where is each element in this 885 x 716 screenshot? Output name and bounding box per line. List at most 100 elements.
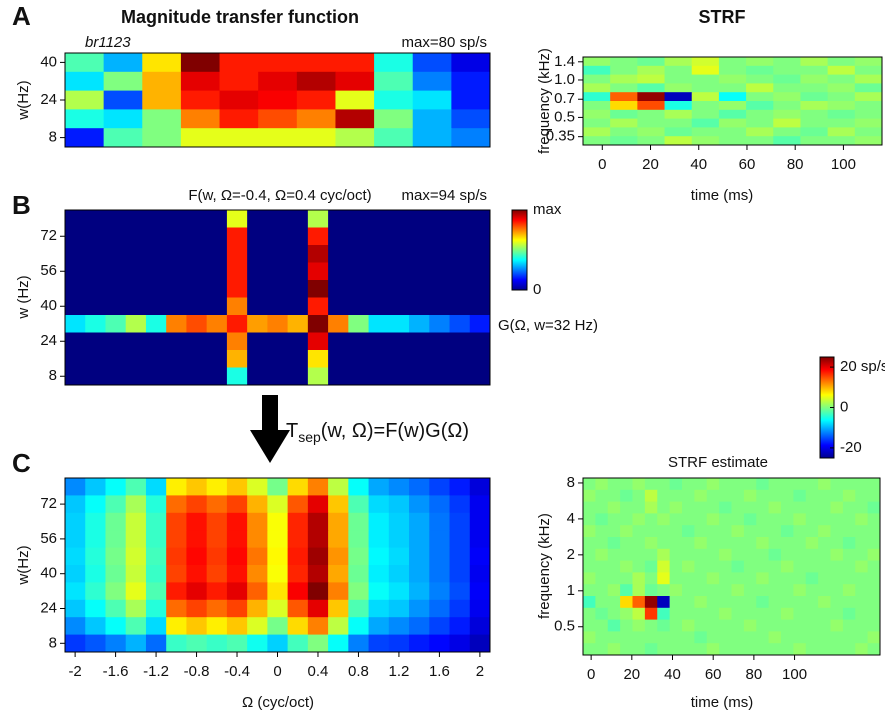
heatmap-cell (694, 489, 708, 503)
heatmap-cell (632, 596, 646, 609)
heatmap-cell (287, 565, 309, 583)
heatmap-cell (368, 245, 390, 263)
heatmap-cell (429, 332, 451, 351)
heatmap-cell (449, 210, 471, 228)
heatmap-cell (781, 501, 794, 514)
heatmap-cell (335, 109, 375, 129)
x-tick-label: -1.6 (103, 663, 129, 680)
heatmap-cell (186, 367, 208, 386)
heatmap-cell (731, 513, 745, 526)
heatmap-cell (583, 513, 596, 526)
heatmap-cell (368, 350, 390, 368)
y-axis-label: frequency (kHz) (536, 513, 553, 619)
heatmap-cell (664, 101, 693, 111)
heatmap-cell (669, 619, 683, 632)
heatmap-cell (595, 572, 609, 585)
heatmap-cell (145, 495, 167, 514)
heatmap-cell (830, 489, 844, 503)
heatmap-cell (691, 127, 720, 137)
heatmap-cell (206, 634, 228, 653)
plot-frame (582, 477, 881, 656)
heatmap-cell (368, 227, 390, 246)
heatmap-cell (632, 489, 646, 503)
heatmap-cell (65, 332, 86, 351)
heatmap-cell (805, 596, 819, 609)
heatmap-cell (258, 71, 298, 92)
heatmap-cell (595, 560, 609, 573)
heatmap-cell (830, 596, 844, 609)
heatmap-cell (287, 582, 309, 601)
heatmap-cell (842, 489, 856, 503)
heatmap-cell (388, 478, 410, 496)
heatmap-cell (595, 525, 609, 538)
heatmap-cell (388, 367, 410, 386)
heatmap-cell (691, 101, 720, 111)
heatmap-cell (85, 227, 106, 246)
heatmap-cell (793, 607, 807, 621)
heatmap-cell (632, 584, 646, 597)
heatmap-cell (145, 280, 167, 298)
heatmap-cell (226, 332, 248, 351)
heatmap-cell (348, 315, 370, 333)
heatmap-cell (412, 71, 452, 92)
heatmap-cell (583, 619, 596, 632)
heatmap-cell (409, 227, 430, 246)
heatmap-cell (867, 596, 881, 609)
heatmap-cell (607, 537, 621, 550)
x-tick-label: 20 (642, 156, 659, 173)
heatmap-cell (409, 315, 430, 333)
heatmap-cell (226, 297, 248, 316)
heatmap-cell (429, 512, 451, 531)
heatmap-cell (186, 350, 208, 368)
heatmap-cell (706, 513, 720, 526)
heatmap-cell (583, 136, 611, 146)
heatmap-cell (429, 599, 451, 618)
y-tick-label: 0.7 (554, 90, 575, 107)
heatmap-cell (620, 489, 633, 503)
heatmap-cell (669, 584, 683, 597)
heatmap-cell (731, 643, 745, 656)
heatmap-cell (793, 643, 807, 656)
heatmap-cell (743, 560, 757, 573)
heatmap-cell (368, 495, 390, 514)
heatmap-cell (830, 584, 844, 597)
heatmap-cell (664, 127, 693, 137)
heatmap-cell (694, 501, 708, 514)
heatmap-cell (669, 643, 683, 656)
heatmap-cell (429, 297, 451, 316)
heatmap-cell (637, 109, 666, 120)
heatmap-cell (830, 501, 844, 514)
heatmap-cell (166, 547, 187, 566)
heatmap-cell (867, 513, 881, 526)
equation-rest: (w, Ω)=F(w)G(Ω) (321, 420, 469, 442)
heatmap-cell (867, 572, 881, 585)
heatmap-cell (180, 53, 221, 73)
heatmap-cell (348, 565, 370, 583)
y-tick-label: 1 (567, 582, 575, 599)
heatmap-cell (637, 74, 666, 84)
heatmap-cell (620, 607, 633, 621)
heatmap-cell (125, 262, 147, 281)
x-tick-label: 1.2 (388, 663, 409, 680)
heatmap-cell (719, 631, 732, 644)
heatmap-cell (226, 350, 248, 368)
heatmap-cell (805, 489, 819, 503)
heatmap-cell (669, 525, 683, 538)
heatmap-cell (166, 495, 187, 514)
heatmap-cell (85, 210, 106, 228)
heatmap-cell (105, 297, 127, 316)
heatmap-cell (125, 495, 147, 514)
heatmap-cell (429, 350, 451, 368)
heatmap-cell (746, 74, 774, 84)
heatmap-cell (287, 547, 309, 566)
heatmap-cell (145, 350, 167, 368)
heatmap-cell (830, 643, 844, 656)
heatmap-cell (620, 513, 633, 526)
heatmap-cell (469, 634, 491, 653)
heatmap-cell (142, 53, 182, 73)
heatmap-cell (855, 584, 869, 597)
heatmap-cell (607, 572, 621, 585)
heatmap-cell (682, 513, 695, 526)
heatmap-cell (307, 478, 329, 496)
heatmap-cell (267, 315, 289, 333)
